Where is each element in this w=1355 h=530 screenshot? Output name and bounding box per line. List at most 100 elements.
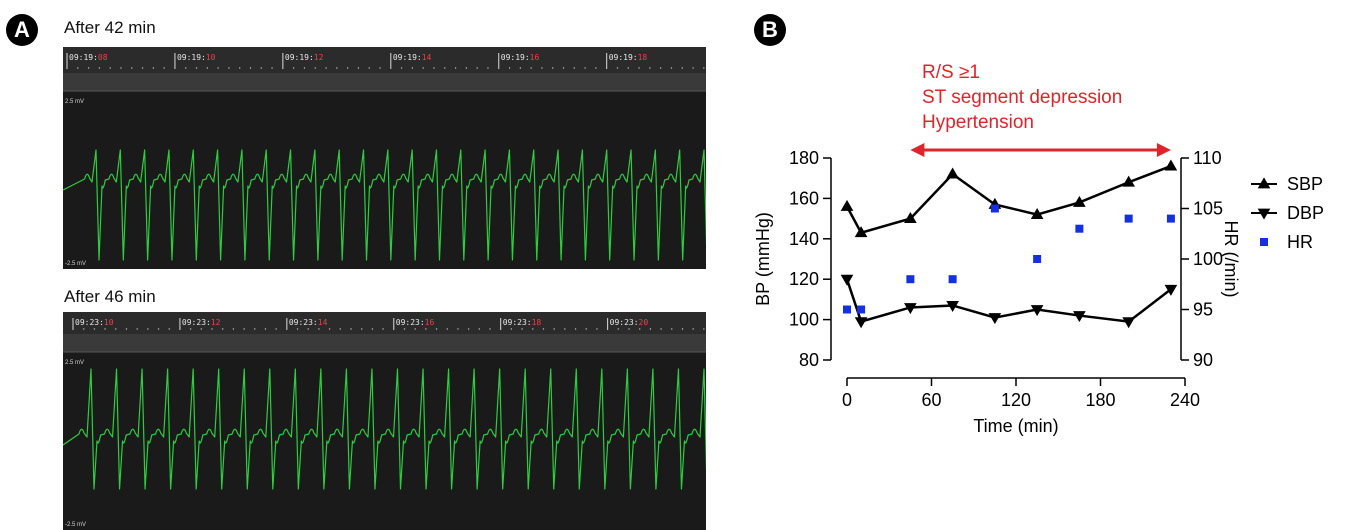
triangle-up-marker: [946, 168, 959, 179]
series-dbp: [841, 275, 1178, 328]
y2-tick-label: 90: [1193, 350, 1213, 370]
time-minor-tick: [447, 328, 448, 329]
time-minor-tick: [649, 67, 650, 68]
legend-label: SBP: [1287, 174, 1323, 194]
time-minor-tick: [329, 328, 330, 329]
time-minor-tick: [222, 328, 223, 329]
y2-tick-label: 100: [1193, 249, 1223, 269]
time-label: 09:23:12: [182, 318, 221, 327]
ecg-strip-1-svg: 09:19:08 09:19:10 09:19:12 09:19:14 09:19:16…: [63, 47, 706, 269]
time-minor-tick: [521, 328, 522, 329]
time-label: 09:19:16: [501, 53, 540, 62]
square-marker: [949, 275, 957, 283]
time-minor-tick: [489, 328, 490, 329]
y-tick-label: 120: [789, 269, 819, 289]
time-minor-tick: [532, 328, 533, 329]
annotation-line: Hypertension: [922, 112, 1034, 133]
triangle-down-marker: [1258, 209, 1271, 220]
time-minor-tick: [575, 328, 576, 329]
time-minor-tick: [201, 328, 202, 329]
time-minor-tick: [347, 67, 348, 68]
time-minor-tick: [382, 328, 383, 329]
time-label: 09:19:08: [69, 53, 108, 62]
time-minor-tick: [325, 67, 326, 68]
x-axis-title: Time (min): [973, 416, 1058, 436]
time-minor-tick: [552, 67, 553, 68]
time-seconds: 18: [532, 318, 542, 327]
time-minor-tick: [628, 67, 629, 68]
time-minor-tick: [271, 67, 272, 68]
time-minor-tick: [596, 328, 597, 329]
time-minor-tick: [466, 67, 467, 68]
time-minor-tick: [239, 67, 240, 68]
time-seconds: 12: [314, 53, 324, 62]
time-label: 09:23:18: [503, 318, 542, 327]
y-tick-label: 180: [789, 148, 819, 168]
x-tick-label: 240: [1170, 390, 1200, 410]
ecg-trace: [63, 150, 706, 260]
time-minor-tick: [586, 328, 587, 329]
time-minor-tick: [650, 328, 651, 329]
time-hm: 09:19:: [501, 53, 530, 62]
time-minor-tick: [563, 67, 564, 68]
time-minor-tick: [372, 328, 373, 329]
time-minor-tick: [530, 67, 531, 68]
time-minor-tick: [479, 328, 480, 329]
strip1-title: After 42 min: [64, 18, 156, 38]
x-tick-label: 0: [842, 390, 852, 410]
time-minor-tick: [254, 328, 255, 329]
time-minor-tick: [83, 328, 84, 329]
legend: SBPDBPHR: [1251, 174, 1324, 252]
time-minor-tick: [487, 67, 488, 68]
time-minor-tick: [628, 328, 629, 329]
ecg-strip-1: 09:19:08 09:19:10 09:19:12 09:19:14 09:19:16…: [63, 47, 706, 269]
ecg-strip-2-svg: 09:23:10 09:23:12 09:23:14 09:23:16 09:23:18…: [63, 312, 706, 530]
time-seconds: 16: [530, 53, 540, 62]
time-minor-tick: [217, 67, 218, 68]
time-label: 09:19:10: [177, 53, 216, 62]
time-seconds: 14: [422, 53, 432, 62]
time-minor-tick: [433, 67, 434, 68]
y-tick-label: 100: [789, 310, 819, 330]
time-seconds: 18: [638, 53, 648, 62]
time-minor-tick: [369, 67, 370, 68]
time-label: 09:23:10: [75, 318, 114, 327]
scale-top-label: 2.5 mV: [65, 99, 84, 105]
ecg-trace: [63, 369, 706, 489]
time-minor-tick: [99, 67, 100, 68]
time-minor-tick: [682, 328, 683, 329]
time-minor-tick: [543, 328, 544, 329]
time-minor-tick: [660, 328, 661, 329]
time-minor-tick: [94, 328, 95, 329]
y2-tick-label: 95: [1193, 300, 1213, 320]
y2-axis-title: HR (/min): [1221, 221, 1241, 298]
strip2-title: After 46 min: [64, 287, 156, 307]
time-minor-tick: [120, 67, 121, 68]
scale-top-label: 2.5 mV: [65, 360, 84, 366]
time-minor-tick: [211, 328, 212, 329]
y-tick-label: 160: [789, 188, 819, 208]
series-sbp: [841, 159, 1178, 237]
series-line: [847, 279, 1171, 321]
time-minor-tick: [131, 67, 132, 68]
time-minor-tick: [88, 67, 89, 68]
time-minor-tick: [340, 328, 341, 329]
square-marker: [1125, 215, 1133, 223]
time-minor-tick: [414, 328, 415, 329]
scale-bottom-label: -2.5 mV: [65, 261, 86, 267]
y-axis-title: BP (mmHg): [753, 212, 773, 306]
time-minor-tick: [617, 67, 618, 68]
time-minor-tick: [196, 67, 197, 68]
time-hm: 09:19:: [285, 53, 314, 62]
series-line: [847, 166, 1171, 233]
time-minor-tick: [520, 67, 521, 68]
time-minor-tick: [243, 328, 244, 329]
time-minor-tick: [190, 328, 191, 329]
legend-square: [1260, 238, 1268, 246]
time-minor-tick: [207, 67, 208, 68]
square-marker: [843, 306, 851, 314]
time-seconds: 08: [98, 53, 108, 62]
square-marker: [906, 275, 914, 283]
y-tick-label: 140: [789, 229, 819, 249]
time-minor-tick: [584, 67, 585, 68]
